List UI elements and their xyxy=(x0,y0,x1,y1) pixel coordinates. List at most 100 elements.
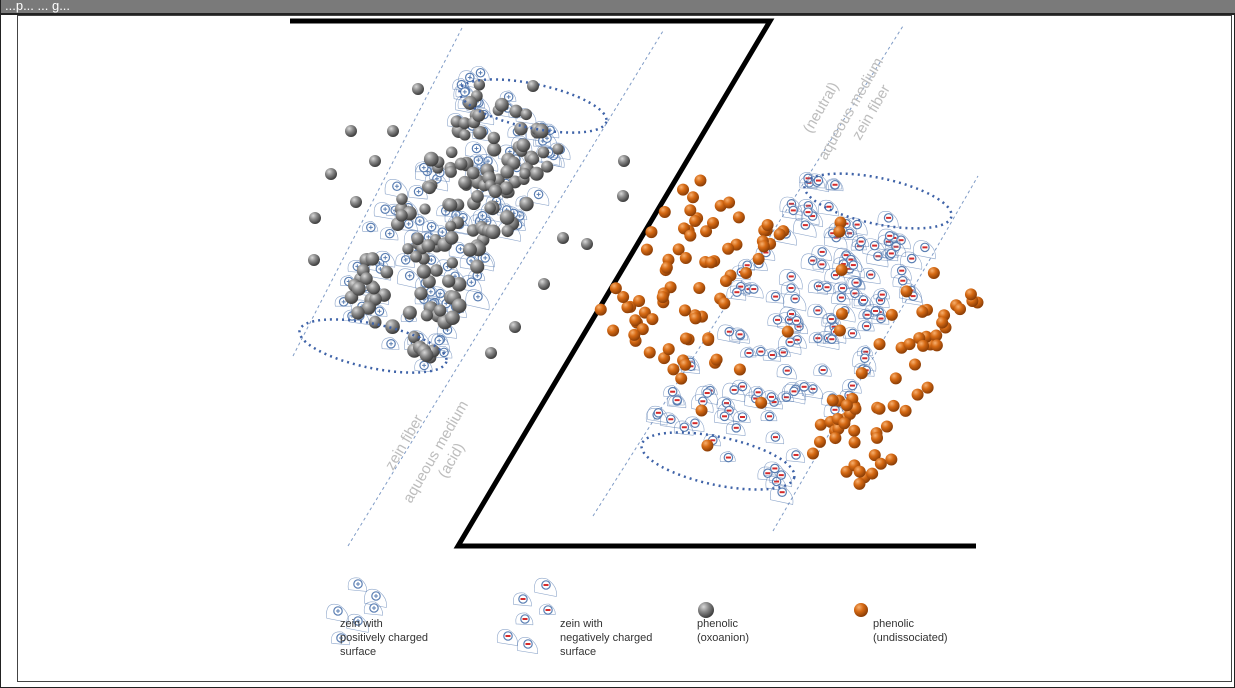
zein-outline xyxy=(782,203,804,221)
minus-sign xyxy=(774,480,780,483)
minus-sign xyxy=(801,385,807,388)
orange-phenolic xyxy=(930,339,943,352)
minus-sign xyxy=(900,279,906,282)
grey-phenolic xyxy=(463,95,478,110)
grey-phenolic xyxy=(368,315,382,329)
grey-phenolic xyxy=(618,155,630,167)
orange-phenolic xyxy=(740,267,753,280)
orange-phenolic xyxy=(829,432,842,445)
grey-phenolic xyxy=(534,123,549,139)
minus-sign xyxy=(772,467,778,470)
plus-sign xyxy=(469,280,474,285)
minus-sign xyxy=(815,309,821,312)
zein-outline xyxy=(472,209,491,223)
orange-phenolic xyxy=(900,285,913,298)
minus-sign xyxy=(862,357,868,360)
grey-phenolic xyxy=(385,319,400,334)
zein-outline xyxy=(408,185,428,200)
grey-phenolic xyxy=(552,143,564,155)
legend-item-positive: zein with positively charged surface xyxy=(326,577,428,658)
minus-sign xyxy=(765,472,771,475)
grey-phenolic xyxy=(407,330,421,344)
zein-outline xyxy=(793,217,817,238)
plus-sign xyxy=(483,255,488,260)
grey-phenolic xyxy=(458,175,472,190)
grey-phenolic xyxy=(538,278,550,290)
orange-phenolic xyxy=(710,353,723,366)
orange-phenolic xyxy=(667,363,680,376)
zein-outline xyxy=(822,332,840,345)
orange-phenolic xyxy=(761,219,774,232)
minus-sign xyxy=(861,299,867,302)
minus-sign xyxy=(863,350,869,353)
zein-outline xyxy=(871,312,890,325)
orange-phenolic xyxy=(873,402,886,415)
grey-phenolic xyxy=(581,238,593,250)
minus-sign xyxy=(787,341,793,344)
zein-outline xyxy=(733,410,751,423)
orange-phenolic xyxy=(722,242,735,255)
plus-sign xyxy=(429,258,434,263)
plus-sign xyxy=(387,231,392,236)
minus-sign xyxy=(888,252,894,255)
zein-outline xyxy=(452,78,470,90)
plus-sign xyxy=(416,189,421,194)
zein-outline xyxy=(464,141,487,160)
orange-phenolic xyxy=(646,313,659,326)
minus-sign xyxy=(898,239,904,242)
grey-phenolic xyxy=(422,275,436,289)
minus-sign xyxy=(769,354,775,357)
zein-phenolic-diagram: zein fiber aqueous medium (acid) (neutra… xyxy=(290,18,984,658)
zein-outline xyxy=(534,577,557,597)
minus-sign xyxy=(731,388,737,391)
plus-sign xyxy=(469,258,474,263)
minus-sign xyxy=(787,318,793,321)
grey-phenolic xyxy=(485,224,501,240)
right-fiber xyxy=(594,172,984,505)
zein-outline xyxy=(716,396,736,411)
minus-sign xyxy=(854,223,860,226)
zein-outline xyxy=(787,314,805,326)
plus-sign xyxy=(336,609,340,613)
grey-phenolic xyxy=(617,190,629,202)
plus-sign xyxy=(440,230,445,235)
minus-sign xyxy=(704,392,710,395)
zein-outline xyxy=(797,199,818,214)
orange-phenolic xyxy=(917,339,930,352)
orange-phenolic xyxy=(954,303,967,316)
plus-sign xyxy=(475,273,480,278)
grey-phenolic xyxy=(466,166,480,180)
zein-outline xyxy=(347,577,367,592)
orange-phenolic xyxy=(629,314,642,327)
grey-phenolic xyxy=(473,125,487,140)
minus-sign xyxy=(796,325,802,328)
grey-phenolic xyxy=(345,125,357,137)
grey-phenolic xyxy=(487,142,502,157)
minus-sign xyxy=(746,352,752,355)
plus-sign xyxy=(437,338,442,343)
zein-outline xyxy=(536,144,561,166)
orange-phenolic xyxy=(733,363,746,376)
orange-phenolic xyxy=(672,243,685,256)
grey-phenolic xyxy=(351,306,365,320)
orange-phenolic xyxy=(660,261,673,274)
orange-phenolic xyxy=(855,367,868,380)
minus-sign xyxy=(655,411,661,414)
orange-phenolic xyxy=(675,372,688,385)
orange-phenolic xyxy=(705,256,718,269)
orange-phenolic xyxy=(921,381,934,394)
minus-sign xyxy=(738,285,744,288)
zein-outline xyxy=(373,202,396,220)
grey-phenolic xyxy=(541,160,554,173)
zein-outline xyxy=(326,603,349,623)
minus-sign xyxy=(789,312,795,315)
orange-phenolic xyxy=(643,346,656,359)
minus-sign xyxy=(887,234,893,237)
zein-outline xyxy=(781,384,806,405)
grey-phenolic xyxy=(350,196,362,208)
orange-phenolic xyxy=(636,323,649,336)
left-fiber-top-ring xyxy=(458,78,608,134)
zein-outline xyxy=(731,379,753,397)
minus-sign xyxy=(850,384,856,387)
minus-sign xyxy=(826,205,832,208)
